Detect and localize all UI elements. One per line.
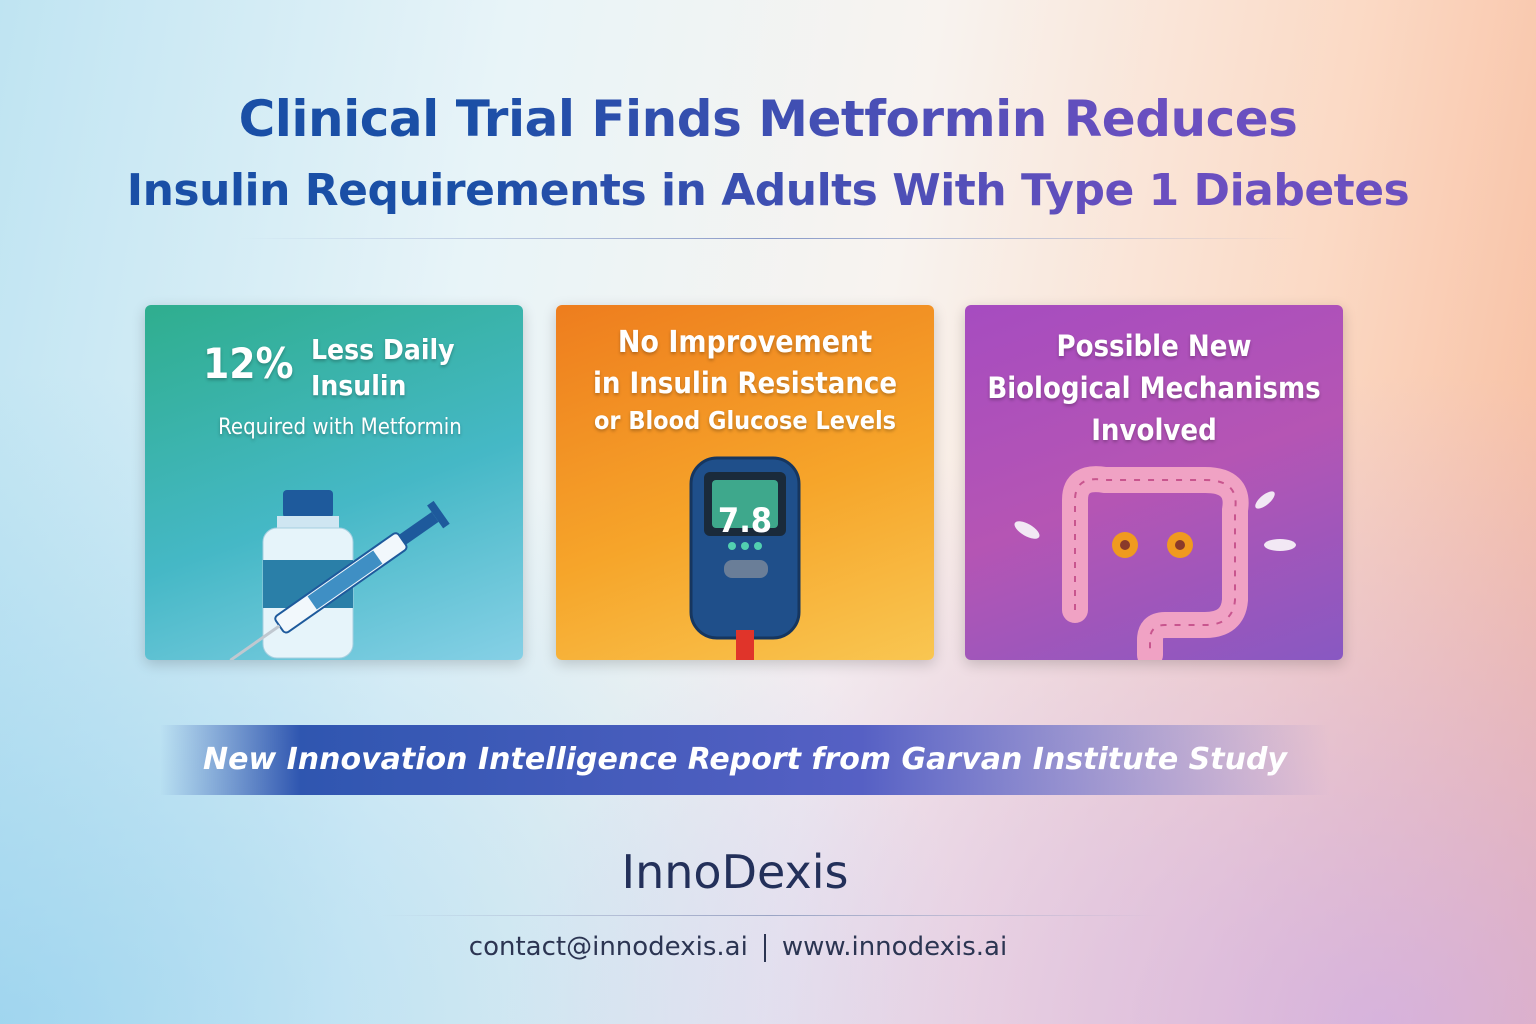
separator <box>763 933 766 962</box>
divider <box>380 915 1160 916</box>
card: No Improvement in Insulin Resistance or … <box>556 305 934 660</box>
card-line: Possible New <box>1056 329 1252 363</box>
banner: New Innovation Intelligence Report from … <box>160 725 1330 795</box>
divider <box>240 238 1300 239</box>
stat: 12% <box>203 339 294 388</box>
card-line: Involved <box>1091 413 1217 447</box>
card-subtitle: Required with Metformin <box>218 415 462 440</box>
card: Possible New Biological Mechanisms Invol… <box>965 305 1343 660</box>
glucose-meter-illustration <box>689 456 801 660</box>
card-line: in Insulin Resistance <box>592 366 898 400</box>
email[interactable]: contact@innodexis.ai <box>468 932 748 962</box>
title: Clinical Trial Finds Metformin Reduces <box>0 90 1536 148</box>
card-line: or Blood Glucose Levels <box>593 406 897 435</box>
card-line: No Improvement <box>617 325 873 360</box>
subtitle: Insulin Requirements in Adults With Type… <box>0 165 1536 216</box>
card-line: Insulin <box>311 369 407 402</box>
vial-syringe-illustration <box>229 490 450 660</box>
card-line: Less Daily <box>311 333 455 366</box>
website[interactable]: www.innodexis.ai <box>781 932 1008 962</box>
contact: contact@innodexis.ai www.innodexis.ai <box>0 932 1476 962</box>
meter-display: 7.8 <box>717 501 773 541</box>
card: 12% Less Daily Insulin Required with Met… <box>145 305 523 660</box>
card-line: Biological Mechanisms <box>987 371 1321 405</box>
intestine-illustration <box>1014 466 1296 660</box>
brand: InnoDexis <box>621 845 849 899</box>
